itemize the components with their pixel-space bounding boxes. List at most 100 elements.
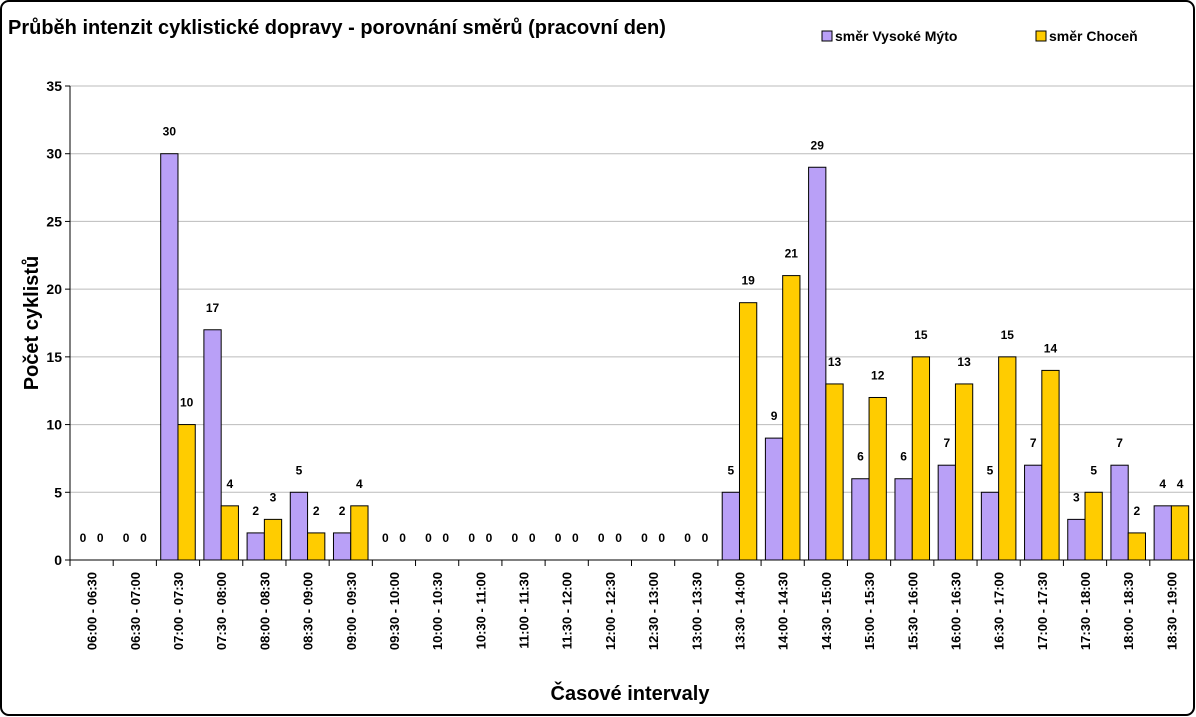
x-tick-label: 11:00 - 11:30 [517, 572, 532, 649]
bar [937, 464, 956, 561]
bar [1127, 532, 1146, 561]
legend-swatch [821, 30, 833, 42]
data-label: 0 [702, 531, 709, 545]
x-tick-label: 07:30 - 08:00 [214, 572, 229, 650]
bar [1170, 505, 1190, 561]
bar [160, 153, 179, 561]
data-label: 0 [442, 531, 449, 545]
x-tick-label: 16:30 - 17:00 [992, 572, 1007, 650]
data-label: 7 [943, 436, 950, 450]
data-label: 10 [180, 396, 194, 410]
x-tick-label: 06:00 - 06:30 [85, 572, 100, 650]
bar [764, 437, 784, 561]
data-label: 19 [741, 274, 755, 288]
data-label: 0 [684, 531, 691, 545]
bar [220, 505, 239, 561]
legend-label: směr Vysoké Mýto [835, 28, 957, 44]
x-tick-label: 12:30 - 13:00 [646, 572, 661, 650]
bar [1110, 464, 1129, 561]
data-label: 0 [615, 531, 622, 545]
y-tick-label: 0 [54, 552, 62, 568]
data-label: 29 [811, 138, 825, 152]
data-label: 0 [80, 531, 87, 545]
bar [332, 532, 352, 561]
bar [808, 166, 827, 561]
data-label: 0 [486, 531, 493, 545]
bar [1153, 505, 1172, 561]
data-label: 7 [1030, 436, 1037, 450]
data-label: 4 [226, 477, 233, 491]
x-tick-label: 15:00 - 15:30 [862, 572, 877, 650]
bar [263, 518, 283, 561]
data-label: 5 [727, 463, 734, 477]
chart-title: Průběh intenzit cyklistické dopravy - po… [8, 17, 666, 39]
bar [350, 505, 369, 561]
data-label: 30 [163, 125, 177, 139]
data-label: 4 [1177, 477, 1184, 491]
x-tick-label: 13:00 - 13:30 [689, 572, 704, 650]
data-label: 3 [270, 490, 277, 504]
data-label: 5 [1090, 463, 1097, 477]
y-tick-label: 10 [46, 417, 62, 433]
data-label: 13 [828, 355, 842, 369]
bar [868, 396, 887, 561]
bar [980, 491, 1000, 561]
data-label: 0 [529, 531, 536, 545]
data-label: 4 [356, 477, 363, 491]
bar [894, 478, 913, 561]
bar [782, 275, 801, 561]
data-label: 0 [123, 531, 130, 545]
y-tick-label: 30 [46, 146, 62, 162]
y-tick-label: 35 [46, 78, 62, 94]
data-label: 12 [871, 368, 885, 382]
data-label: 0 [658, 531, 665, 545]
bar [825, 383, 844, 561]
data-label: 6 [900, 450, 907, 464]
x-tick-label: 18:30 - 19:00 [1164, 572, 1179, 650]
y-tick-label: 15 [46, 349, 62, 365]
data-label: 15 [1001, 328, 1015, 342]
x-tick-label: 08:00 - 08:30 [257, 572, 272, 650]
data-label: 4 [1159, 477, 1166, 491]
bar [1041, 369, 1060, 561]
x-tick-label: 11:30 - 12:00 [560, 572, 575, 649]
bar [307, 532, 326, 561]
data-label: 0 [512, 531, 519, 545]
x-tick-label: 09:00 - 09:30 [344, 572, 359, 650]
bar [998, 356, 1017, 561]
x-tick-label: 18:00 - 18:30 [1121, 572, 1136, 650]
bar [177, 424, 196, 561]
y-tick-label: 25 [46, 213, 62, 229]
data-label: 6 [857, 450, 864, 464]
x-tick-label: 17:30 - 18:00 [1078, 572, 1093, 650]
data-label: 0 [555, 531, 562, 545]
data-label: 5 [296, 463, 303, 477]
x-tick-label: 09:30 - 10:00 [387, 572, 402, 650]
y-tick-label: 5 [54, 484, 62, 500]
x-tick-label: 07:00 - 07:30 [171, 572, 186, 650]
data-label: 0 [425, 531, 432, 545]
data-label: 17 [206, 301, 220, 315]
data-label: 0 [399, 531, 406, 545]
y-tick-label: 20 [46, 281, 62, 297]
bar [721, 491, 740, 561]
legend-label: směr Choceň [1049, 28, 1138, 44]
data-label: 21 [785, 247, 799, 261]
bar [1084, 491, 1103, 561]
data-label: 3 [1073, 490, 1080, 504]
x-tick-label: 06:30 - 07:00 [128, 572, 143, 650]
data-label: 2 [313, 504, 320, 518]
data-label: 0 [382, 531, 389, 545]
y-axis-label: Počet cyklistů [21, 256, 43, 391]
bar [203, 329, 222, 561]
bar [1024, 464, 1043, 561]
data-label: 2 [339, 504, 346, 518]
bar [1067, 518, 1086, 561]
x-tick-label: 14:00 - 14:30 [776, 572, 791, 650]
data-label: 0 [97, 531, 104, 545]
x-tick-label: 13:30 - 14:00 [732, 572, 747, 650]
data-label: 15 [914, 328, 928, 342]
data-label: 2 [252, 504, 259, 518]
x-tick-label: 08:30 - 09:00 [301, 572, 316, 650]
data-label: 0 [598, 531, 605, 545]
